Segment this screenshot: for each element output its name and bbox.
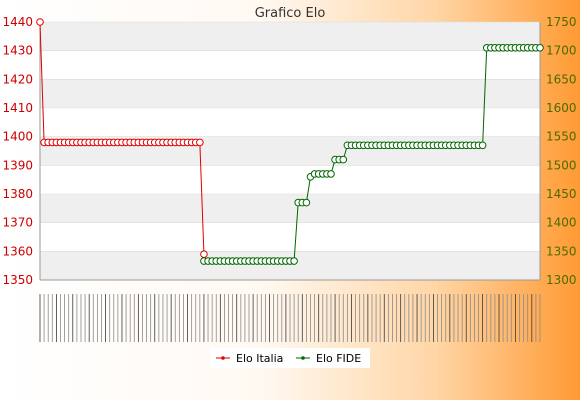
- data-point: [536, 44, 544, 52]
- left-tick-label: 1440: [2, 15, 33, 29]
- right-tick-label: 1500: [546, 158, 577, 172]
- data-point: [327, 170, 335, 178]
- series-layer: [36, 18, 544, 265]
- plot-bands: [40, 21, 540, 281]
- left-tick-label: 1390: [2, 158, 33, 172]
- series-elo-italia: [36, 18, 208, 258]
- x-axis-ticks: [39, 279, 541, 342]
- right-tick-label: 1350: [546, 244, 577, 258]
- legend-swatch-marker: [301, 356, 305, 360]
- data-point: [290, 257, 298, 265]
- data-point: [200, 250, 208, 258]
- left-tick-label: 1420: [2, 72, 33, 86]
- legend-swatch-marker: [221, 356, 225, 360]
- right-tick-label: 1450: [546, 187, 577, 201]
- left-y-axis: 1350 1360 1370 1380 1390 1400 1410 1420 1430 1440: [2, 15, 41, 287]
- right-tick-label: 1600: [546, 101, 577, 115]
- left-tick-label: 1350: [2, 273, 33, 287]
- data-point: [36, 18, 44, 26]
- grid-band: [40, 22, 540, 51]
- left-tick-label: 1410: [2, 101, 33, 115]
- right-tick-label: 1550: [546, 130, 577, 144]
- right-tick-label: 1300: [546, 273, 577, 287]
- legend-label: Elo Italia: [236, 352, 283, 365]
- data-point: [478, 141, 487, 150]
- left-tick-label: 1370: [2, 216, 33, 230]
- data-point: [339, 155, 348, 164]
- legend: Elo Italia Elo FIDE: [210, 348, 370, 368]
- chart-title: Grafico Elo: [255, 6, 326, 21]
- right-tick-label: 1750: [546, 15, 577, 29]
- data-point: [196, 138, 204, 147]
- grid-band: [40, 79, 540, 108]
- data-point: [302, 198, 311, 207]
- right-tick-label: 1700: [546, 44, 577, 58]
- grid-band: [40, 251, 540, 280]
- right-tick-label: 1650: [546, 72, 577, 86]
- left-tick-label: 1380: [2, 187, 33, 201]
- legend-label: Elo FIDE: [316, 352, 361, 365]
- right-y-axis: 1300 1350 1400 1450 1500 1550 1600 1650 1700 1750: [539, 15, 577, 287]
- grid-band: [40, 194, 540, 223]
- left-tick-label: 1400: [2, 130, 33, 144]
- series-elo-fide: [200, 44, 544, 265]
- legend-box: [210, 348, 370, 368]
- left-tick-label: 1430: [2, 44, 33, 58]
- right-tick-label: 1400: [546, 216, 577, 230]
- left-tick-label: 1360: [2, 244, 33, 258]
